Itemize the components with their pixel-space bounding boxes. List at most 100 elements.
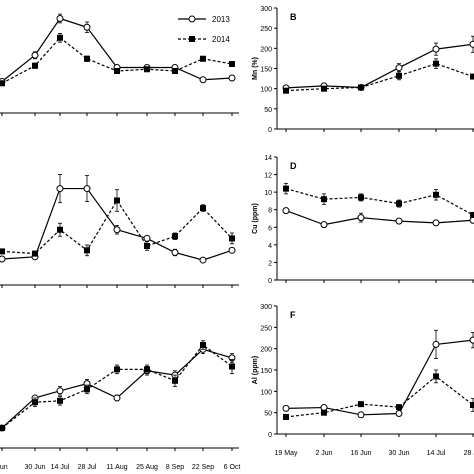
x-tick-label: 30 Jun <box>388 450 409 457</box>
x-tick-label: 25 Aug <box>136 464 158 471</box>
data-point <box>396 200 402 207</box>
data-point <box>200 55 206 62</box>
series-2014 <box>283 182 474 219</box>
y-tick-label: 100 <box>260 389 272 396</box>
y-tick-label: 300 <box>260 6 272 13</box>
data-point <box>357 411 365 419</box>
x-tick-label: 11 Aug <box>106 464 127 471</box>
x-tick-label: 28 Jul <box>78 464 97 471</box>
panel-left-top: 2013 2014 <box>0 13 239 116</box>
series-line <box>1 36 233 84</box>
series-2013 <box>282 207 474 229</box>
legend-label: 2013 <box>212 15 230 24</box>
data-point <box>283 185 289 192</box>
y-tick-label: 4 <box>268 243 272 250</box>
series-line <box>285 210 474 226</box>
y-tick-label: 300 <box>260 304 272 311</box>
data-point <box>396 404 402 411</box>
data-point <box>144 366 150 373</box>
y-axis-title: Cu (ppm) <box>252 203 259 234</box>
data-point <box>228 246 236 254</box>
data-point <box>84 247 90 254</box>
data-point <box>433 373 439 380</box>
data-point <box>57 397 63 404</box>
data-point <box>321 196 327 203</box>
data-point <box>358 84 364 91</box>
data-point <box>470 401 474 408</box>
legend: 2013 2014 <box>178 15 230 44</box>
x-tick-label: 2 Jun <box>315 450 332 457</box>
series-2013 <box>0 344 236 432</box>
x-tick-label: 19 May <box>275 450 298 457</box>
legend-label: 2014 <box>212 35 230 44</box>
series-2013 <box>0 174 236 264</box>
panel-right-bottom: 0 50 100 150 200 250 300 Al (ppm) F 19 May 2 Jun 16… <box>252 304 474 457</box>
data-point <box>395 410 403 418</box>
x-tick-label: 6 Oct <box>224 464 241 471</box>
data-point <box>283 413 289 420</box>
panel-letter: B <box>290 12 297 22</box>
data-point <box>144 66 150 73</box>
data-point <box>113 394 121 402</box>
x-tick-label: 30 Jun <box>24 464 45 471</box>
legend-marker <box>189 36 195 42</box>
data-point <box>0 255 6 263</box>
x-tick-label: 16 Jun <box>350 450 371 457</box>
data-point <box>395 217 403 225</box>
y-tick-label: 0 <box>268 127 272 134</box>
y-tick-label: 0 <box>268 432 272 439</box>
x-tick-label: 28 Jul <box>464 450 474 457</box>
data-point <box>172 68 178 74</box>
series-2014 <box>0 189 235 257</box>
data-point <box>199 76 207 84</box>
series-2013 <box>282 329 474 419</box>
y-tick-label: 14 <box>264 155 272 162</box>
y-tick-label: 6 <box>268 225 272 232</box>
data-point <box>357 214 365 222</box>
panel-left-mid <box>0 174 239 288</box>
data-point <box>84 386 90 393</box>
data-point <box>0 424 5 431</box>
data-point <box>31 51 39 59</box>
data-point <box>32 399 38 406</box>
data-point <box>395 64 403 72</box>
data-point <box>83 185 91 193</box>
series-line <box>1 344 233 429</box>
y-tick-label: 0 <box>268 278 272 285</box>
series-line <box>285 375 474 418</box>
data-point <box>229 61 235 67</box>
data-point <box>358 194 364 201</box>
y-tick-label: 50 <box>264 107 272 114</box>
panel-left-bottom: Jun 30 Jun 14 Jul 28 Jul 11 Aug 25 Aug 8 Sep 22… <box>0 340 241 471</box>
x-tick-label: 22 Sep <box>192 464 214 471</box>
y-tick-label: 12 <box>264 173 272 180</box>
y-axis-title: Al (ppm) <box>252 356 259 384</box>
data-point <box>171 249 179 256</box>
x-tick-label: 8 Sep <box>166 464 184 471</box>
data-point <box>114 68 120 74</box>
data-point <box>113 226 121 234</box>
y-tick-label: 200 <box>260 46 272 53</box>
data-point <box>283 87 289 94</box>
series-2014 <box>0 340 235 431</box>
x-tick-label: 14 Jul <box>51 464 70 471</box>
data-point <box>469 336 474 344</box>
legend-marker <box>188 15 196 23</box>
series-2014 <box>283 58 474 94</box>
data-point <box>432 340 440 348</box>
data-point <box>320 221 328 229</box>
data-point <box>144 243 150 249</box>
data-point <box>358 401 364 408</box>
data-point <box>433 191 439 198</box>
data-point <box>469 216 474 224</box>
data-point <box>143 234 151 242</box>
x-tick-label: Jun <box>0 464 8 471</box>
series-line <box>1 348 233 429</box>
series-2014 <box>0 32 235 87</box>
y-tick-label: 150 <box>260 67 272 74</box>
series-line <box>1 199 233 255</box>
series-line <box>285 188 474 216</box>
data-point <box>84 55 90 62</box>
y-tick-label: 50 <box>264 411 272 418</box>
